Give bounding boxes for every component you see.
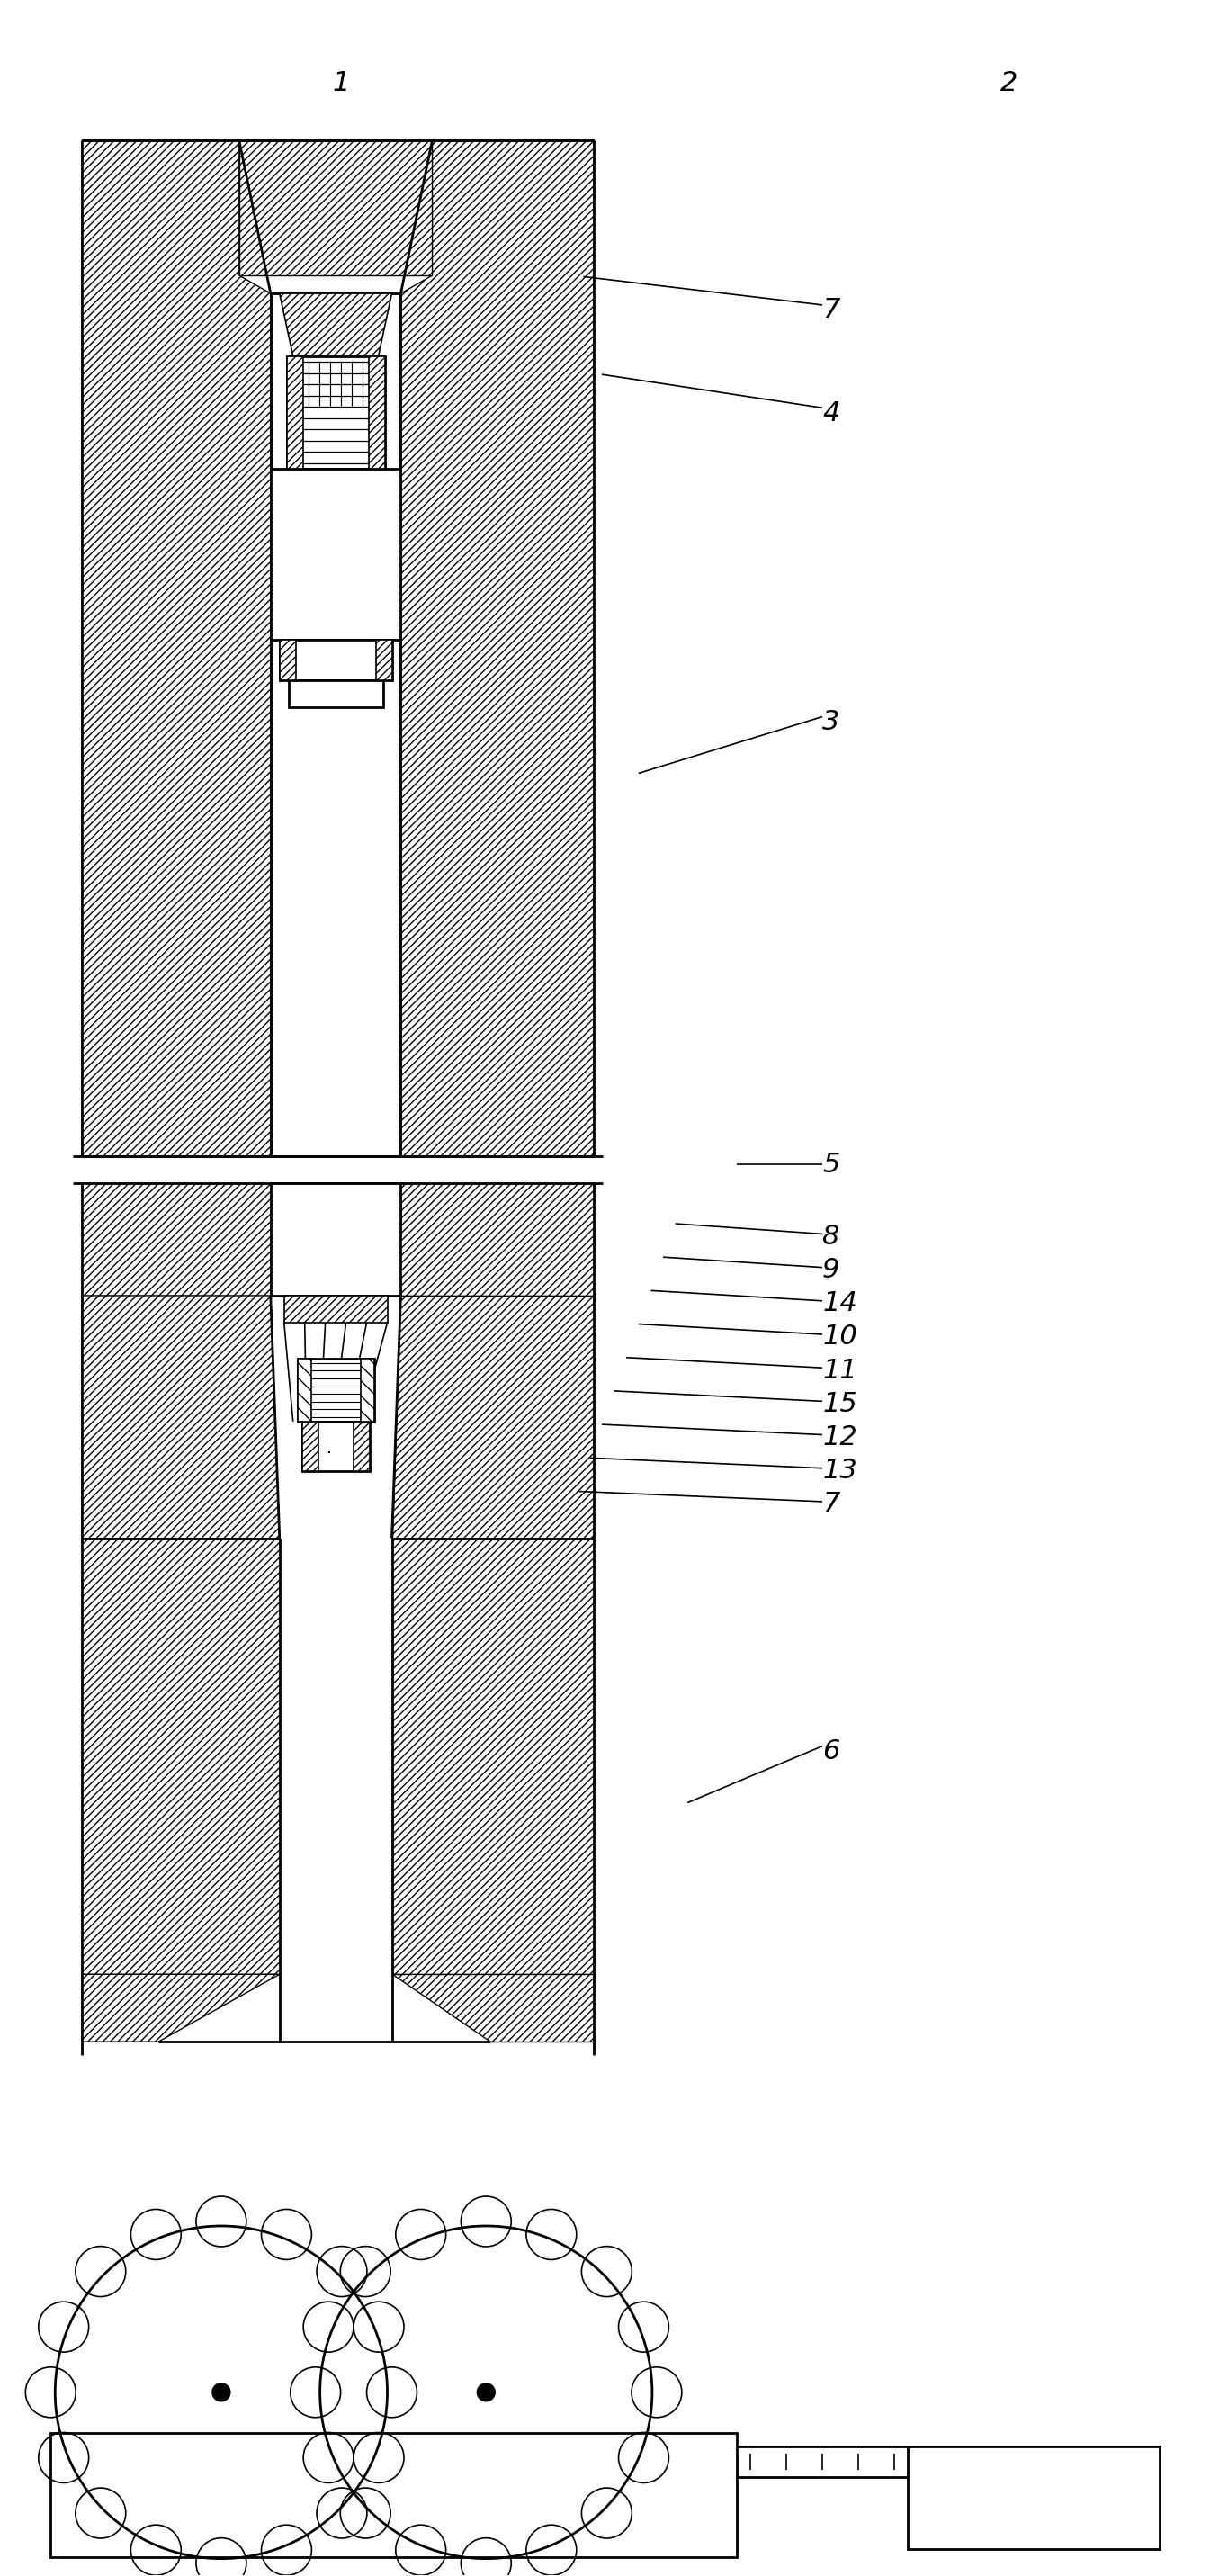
Text: 6: 6 [823,1739,840,1765]
Text: 13: 13 [823,1458,857,1484]
Text: 3: 3 [823,708,840,734]
Polygon shape [400,1182,594,1296]
Polygon shape [354,1422,370,1471]
Bar [287,355,384,469]
Polygon shape [392,1296,594,1538]
Polygon shape [297,1358,311,1422]
Polygon shape [82,142,270,1157]
Polygon shape [82,1973,280,2043]
Text: 8: 8 [823,1224,840,1249]
Text: 5: 5 [823,1151,840,1177]
Polygon shape [280,294,392,355]
Text: 7: 7 [823,296,840,322]
Circle shape [212,2383,230,2401]
Text: 14: 14 [823,1291,857,1316]
Text: 4: 4 [823,399,840,425]
Polygon shape [360,1358,373,1422]
Polygon shape [280,639,296,680]
Bar [297,1358,373,1422]
Bar [50,2434,737,2558]
Polygon shape [82,1296,280,1538]
Text: 12: 12 [823,1425,857,1450]
Polygon shape [82,1182,270,1296]
Bar [280,639,392,680]
Text: 9: 9 [823,1257,840,1283]
Text: 10: 10 [823,1324,857,1350]
Text: 7: 7 [823,1492,840,1517]
Bar [909,2447,1159,2550]
Bar [289,680,383,706]
Text: 1: 1 [332,70,350,98]
Polygon shape [302,1422,318,1471]
Polygon shape [376,639,392,680]
Polygon shape [392,1538,594,1973]
Bar [270,469,400,639]
Polygon shape [284,1296,387,1321]
Polygon shape [392,1973,594,2043]
Polygon shape [368,355,384,469]
Circle shape [478,2383,495,2401]
Text: 15: 15 [823,1391,857,1417]
Bar [270,1182,400,1296]
Bar [302,1422,370,1471]
Polygon shape [239,142,432,276]
Text: 11: 11 [823,1358,857,1383]
Bar [270,294,400,1157]
Polygon shape [400,142,594,1157]
Polygon shape [82,1538,280,1973]
Polygon shape [287,355,303,469]
Text: 2: 2 [1000,70,1018,98]
